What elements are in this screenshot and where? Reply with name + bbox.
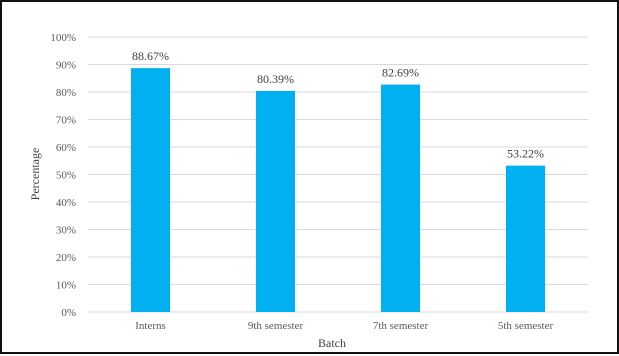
y-axis-title: Percentage	[28, 148, 42, 201]
y-tick-label: 60%	[56, 142, 76, 154]
x-axis-ticks: Interns 9th semester 7th semester 5th semes…	[135, 320, 553, 332]
y-tick-label: 10%	[56, 280, 76, 292]
x-tick-label: 7th semester	[373, 320, 429, 332]
y-tick-label: 100%	[50, 32, 76, 44]
y-tick-label: 0%	[61, 307, 76, 319]
x-tick-label: 5th semester	[498, 320, 554, 332]
gridlines	[88, 36, 588, 313]
bar	[256, 90, 295, 313]
data-label: 80.39%	[257, 72, 294, 86]
x-axis-title: Batch	[318, 336, 346, 350]
x-tick-label: 9th semester	[248, 320, 304, 332]
bar	[381, 84, 420, 312]
y-tick-label: 50%	[56, 170, 76, 182]
y-tick-label: 70%	[56, 115, 76, 127]
bars	[131, 68, 545, 313]
data-label: 88.67%	[132, 49, 169, 63]
bar	[131, 68, 170, 312]
y-tick-label: 40%	[56, 197, 76, 209]
data-label: 53.22%	[507, 147, 544, 161]
y-tick-label: 20%	[56, 252, 76, 264]
y-tick-label: 90%	[56, 60, 76, 72]
bar	[506, 165, 545, 312]
data-label: 82.69%	[382, 66, 419, 80]
y-axis-ticks: 0% 10% 20% 30% 40% 50% 60% 70% 80% 90% 100%	[50, 32, 76, 319]
y-tick-label: 80%	[56, 87, 76, 99]
data-labels: 88.67% 80.39% 82.69% 53.22%	[132, 49, 544, 160]
y-tick-label: 30%	[56, 225, 76, 237]
x-tick-label: Interns	[135, 320, 166, 332]
